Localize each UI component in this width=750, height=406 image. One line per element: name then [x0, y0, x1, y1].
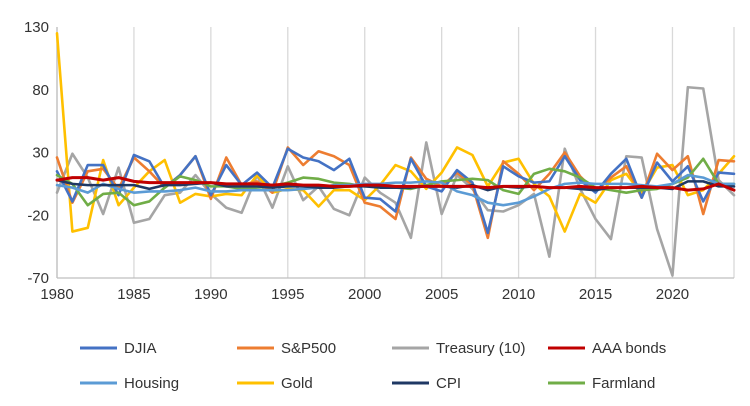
x-tick-label: 1995: [271, 286, 304, 303]
x-tick-label: 1985: [117, 286, 150, 303]
legend-label: Housing: [124, 375, 179, 392]
x-tick-label: 2010: [502, 286, 535, 303]
legend-item-treasury-10[interactable]: Treasury (10): [392, 340, 525, 357]
legend-label: S&P500: [281, 340, 336, 357]
x-tick-label: 2000: [348, 286, 381, 303]
legend-item-s-p500[interactable]: S&P500: [237, 340, 336, 357]
legend-item-gold[interactable]: Gold: [237, 375, 313, 392]
y-tick-label: 30: [32, 145, 49, 162]
legend-label: Farmland: [592, 375, 655, 392]
legend-item-cpi[interactable]: CPI: [392, 375, 461, 392]
x-tick-label: 2015: [579, 286, 612, 303]
y-tick-label: -70: [27, 270, 49, 287]
y-tick-label: -20: [27, 207, 49, 224]
y-tick-label: 130: [24, 19, 49, 36]
legend-label: Gold: [281, 375, 313, 392]
x-tick-label: 2020: [656, 286, 689, 303]
legend-item-housing[interactable]: Housing: [80, 375, 179, 392]
grid-lines: [56, 27, 735, 278]
x-tick-label: 1980: [40, 286, 73, 303]
series-lines: [55, 31, 736, 277]
axis: -70 -20 30 80 130 1980 1985 1990 1995 2000 2005 201…: [24, 19, 734, 303]
y-tick-label: 80: [32, 82, 49, 99]
legend-label: Treasury (10): [436, 340, 525, 357]
legend-label: AAA bonds: [592, 340, 666, 357]
x-tick-label: 2005: [425, 286, 458, 303]
legend-label: DJIA: [124, 340, 157, 357]
series-line-housing: [55, 173, 736, 207]
legend-item-djia[interactable]: DJIA: [80, 340, 157, 357]
series-line-aaa-bonds: [55, 176, 736, 192]
legend: DJIA S&P500 Treasury (10) AAA bonds Housing G…: [80, 340, 666, 392]
legend-item-aaa-bonds[interactable]: AAA bonds: [548, 340, 666, 357]
series-line-gold: [55, 31, 736, 233]
legend-label: CPI: [436, 375, 461, 392]
legend-item-farmland[interactable]: Farmland: [548, 375, 655, 392]
x-tick-label: 1990: [194, 286, 227, 303]
